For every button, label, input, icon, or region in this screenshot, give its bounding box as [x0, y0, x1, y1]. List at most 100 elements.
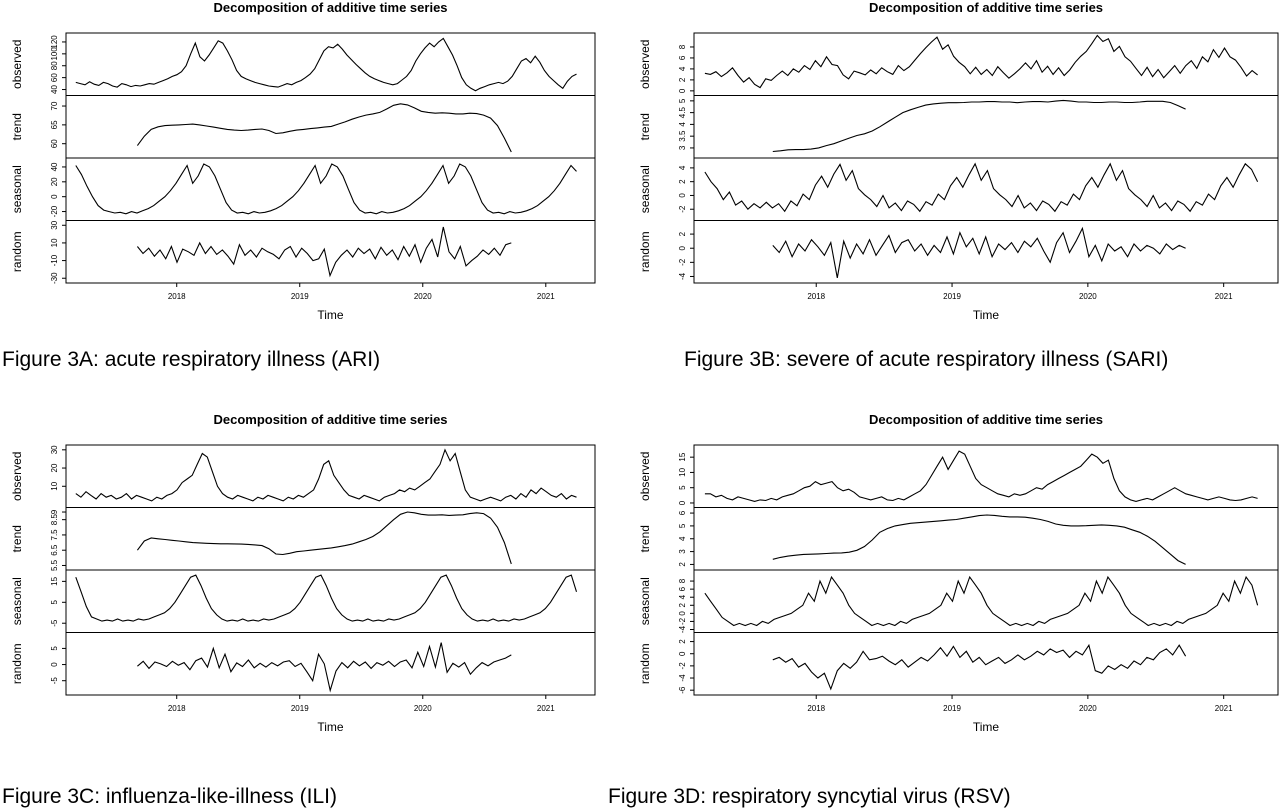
- panel-trend-label: trend: [10, 525, 24, 552]
- x-axis-label: Time: [973, 308, 1000, 322]
- chart-title: Decomposition of additive time series: [869, 412, 1103, 427]
- y-tick-label: 0: [678, 500, 687, 505]
- y-tick-label: 30: [50, 220, 59, 229]
- series-seasonal-line: [75, 574, 578, 622]
- y-tick-label: 5: [50, 600, 59, 605]
- x-axis-label: Time: [973, 720, 1000, 734]
- y-tick-label: 100: [50, 47, 59, 61]
- y-tick-label: -5: [50, 619, 59, 627]
- y-tick-label: 2: [678, 231, 687, 236]
- panel-observed-label: observed: [638, 40, 652, 89]
- y-tick-label: 2: [678, 562, 687, 567]
- y-tick-label: 6: [678, 586, 687, 591]
- y-tick-label: 15: [50, 576, 59, 585]
- y-tick-label: 2: [678, 603, 687, 608]
- panel-seasonal-frame: [65, 569, 596, 633]
- y-tick-label: 10: [50, 238, 59, 247]
- series-trend-line: [772, 99, 1186, 153]
- panel-random-frame: [693, 220, 1279, 284]
- panel-observed-label: observed: [10, 40, 24, 89]
- y-tick-label: 6.5: [50, 544, 59, 556]
- y-tick-label: 5: [678, 98, 687, 103]
- panel-observed-label: observed: [10, 452, 24, 501]
- y-tick-label: 7.5: [50, 529, 59, 541]
- panel-observed-frame: [693, 444, 1279, 508]
- panel-seasonal-label: seasonal: [10, 165, 24, 213]
- figure-d-caption: Figure 3D: respiratory syncytial virus (…: [608, 785, 1011, 808]
- figure-a-chart: Decomposition of additive time series obs…: [10, 0, 596, 322]
- y-tick-label: 65: [50, 120, 59, 129]
- x-tick-label: 2020: [414, 704, 432, 713]
- figure-c-caption: Figure 3C: influenza-like-illness (ILI): [2, 785, 337, 808]
- x-tick-label: 2021: [1215, 292, 1233, 301]
- x-tick-label: 2019: [943, 704, 961, 713]
- x-tick-label: 2018: [807, 292, 825, 301]
- panel-random-frame: [65, 632, 596, 696]
- y-tick-label: 4: [678, 594, 687, 599]
- y-tick-label: 4: [678, 165, 687, 170]
- x-tick-label: 2019: [291, 292, 309, 301]
- panel-random-frame: [693, 632, 1279, 696]
- x-tick-label: 2020: [414, 292, 432, 301]
- y-tick-label: 20: [50, 463, 59, 472]
- y-tick-label: 60: [50, 139, 59, 148]
- x-axis-label: Time: [317, 308, 344, 322]
- panel-random-frame: [65, 220, 596, 284]
- y-tick-label: 0: [678, 193, 687, 198]
- x-axis-label: Time: [317, 720, 344, 734]
- panel-observed-label: observed: [638, 452, 652, 501]
- y-tick-label: 0: [678, 611, 687, 616]
- y-tick-label: 40: [50, 162, 59, 171]
- panel-random-label: random: [638, 231, 652, 272]
- panel-random-label: random: [638, 643, 652, 684]
- y-tick-label: 6: [678, 55, 687, 60]
- y-tick-label: 10: [678, 467, 687, 476]
- y-tick-label: 2: [678, 77, 687, 82]
- y-tick-label: 8: [678, 44, 687, 49]
- x-tick-label: 2021: [537, 704, 555, 713]
- panel-observed-frame: [65, 32, 596, 96]
- series-random-line: [772, 226, 1186, 278]
- chart-title: Decomposition of additive time series: [213, 412, 447, 427]
- y-tick-label: 8: [678, 578, 687, 583]
- series-observed-line: [75, 448, 577, 502]
- series-seasonal-line: [704, 575, 1259, 627]
- figure-b-chart: Decomposition of additive time series obs…: [638, 0, 1279, 322]
- panel-trend-label: trend: [10, 113, 24, 140]
- x-tick-label: 2020: [1079, 704, 1097, 713]
- panel-seasonal-label: seasonal: [638, 577, 652, 625]
- y-tick-label: 70: [50, 101, 59, 110]
- x-tick-label: 2018: [168, 704, 186, 713]
- y-tick-label: -4: [678, 625, 687, 633]
- y-tick-label: 4: [678, 66, 687, 71]
- y-tick-label: 8.5: [50, 514, 59, 526]
- chart-title: Decomposition of additive time series: [869, 0, 1103, 15]
- y-tick-label: 9: [50, 509, 59, 514]
- y-tick-label: -10: [50, 254, 59, 266]
- y-tick-label: 40: [50, 85, 59, 94]
- panel-random-label: random: [10, 231, 24, 272]
- x-tick-label: 2019: [943, 292, 961, 301]
- figure-c: Decomposition of additive time series obs…: [0, 412, 600, 734]
- y-tick-label: 80: [50, 61, 59, 70]
- y-tick-label: -30: [50, 272, 59, 284]
- panel-trend-label: trend: [638, 113, 652, 140]
- y-tick-label: 5: [50, 646, 59, 651]
- y-tick-label: -4: [678, 674, 687, 682]
- y-tick-label: 5: [678, 523, 687, 528]
- y-tick-label: 6: [678, 510, 687, 515]
- panel-trend-frame: [65, 507, 596, 571]
- figure-a-caption: Figure 3A: acute respiratory illness (AR…: [2, 348, 381, 371]
- y-tick-label: 0: [678, 651, 687, 656]
- panel-trend-label: trend: [638, 525, 652, 552]
- y-tick-label: 0: [678, 88, 687, 93]
- panel-trend-frame: [693, 95, 1279, 159]
- series-trend-line: [136, 511, 512, 565]
- series-seasonal-line: [704, 162, 1259, 213]
- series-random-line: [136, 226, 512, 278]
- y-tick-label: 4.5: [678, 107, 687, 119]
- series-seasonal-line: [75, 163, 577, 215]
- y-tick-label: 0: [678, 245, 687, 250]
- series-trend-line: [136, 103, 512, 153]
- y-tick-label: 3: [678, 549, 687, 554]
